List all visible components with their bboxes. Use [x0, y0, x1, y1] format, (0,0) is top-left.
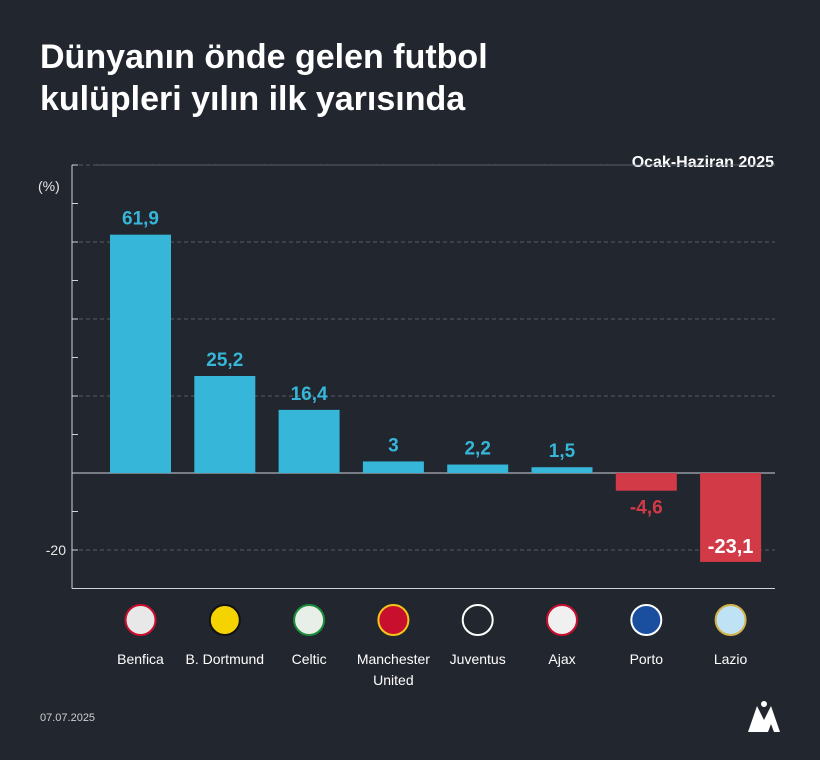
dortmund-crest-icon	[208, 604, 241, 636]
ajax-crest-icon	[546, 604, 578, 636]
benfica-crest-icon	[124, 604, 157, 636]
bar-manchester-united	[362, 461, 424, 473]
data-label: -4,6	[630, 498, 663, 519]
aa-logo-icon	[748, 701, 780, 732]
data-label: 61,9	[122, 209, 159, 230]
bar-celtic	[278, 409, 340, 473]
category-label: United	[373, 672, 413, 688]
manchester-united-crest-icon	[377, 604, 410, 636]
publish-date: 07.07.2025	[40, 712, 96, 724]
y-tick-label: -20	[46, 542, 66, 558]
data-label: 2,2	[464, 439, 490, 460]
data-label: -23,1	[708, 536, 754, 558]
category-label: Lazio	[714, 651, 748, 667]
celtic-crest-icon	[293, 604, 326, 636]
chart-title-line-2: kulüpleri yılın ilk yarısında	[40, 80, 466, 118]
bar-b-dortmund	[194, 375, 256, 473]
category-label: Celtic	[292, 651, 327, 667]
data-label: 3	[388, 435, 399, 456]
category-label: Porto	[630, 651, 664, 667]
bar-ajax	[531, 467, 593, 473]
chart-title: Dünyanın önde gelen futbol kulüpleri yıl…	[40, 36, 680, 120]
category-label: B. Dortmund	[186, 651, 265, 667]
bar-porto	[615, 473, 677, 491]
data-label: 1,5	[549, 441, 576, 462]
bar-benfica	[110, 234, 171, 473]
juventus-crest-icon	[461, 604, 494, 636]
period-label: Ocak-Haziran 2025	[631, 154, 774, 171]
porto-crest-icon	[630, 604, 663, 636]
bar-lazio	[700, 473, 762, 562]
data-label: 25,2	[206, 350, 243, 371]
bar-juventus	[447, 464, 509, 473]
y-axis-unit-label: (%)	[38, 178, 60, 194]
chart-title-line-1: Dünyanın önde gelen futbol	[40, 38, 488, 76]
lazio-crest-icon	[714, 604, 747, 636]
data-label: 16,4	[291, 384, 328, 405]
category-label: Ajax	[548, 651, 575, 667]
category-label: Juventus	[450, 651, 506, 667]
category-label: Benfica	[117, 651, 164, 667]
category-label: Manchester	[357, 651, 430, 667]
